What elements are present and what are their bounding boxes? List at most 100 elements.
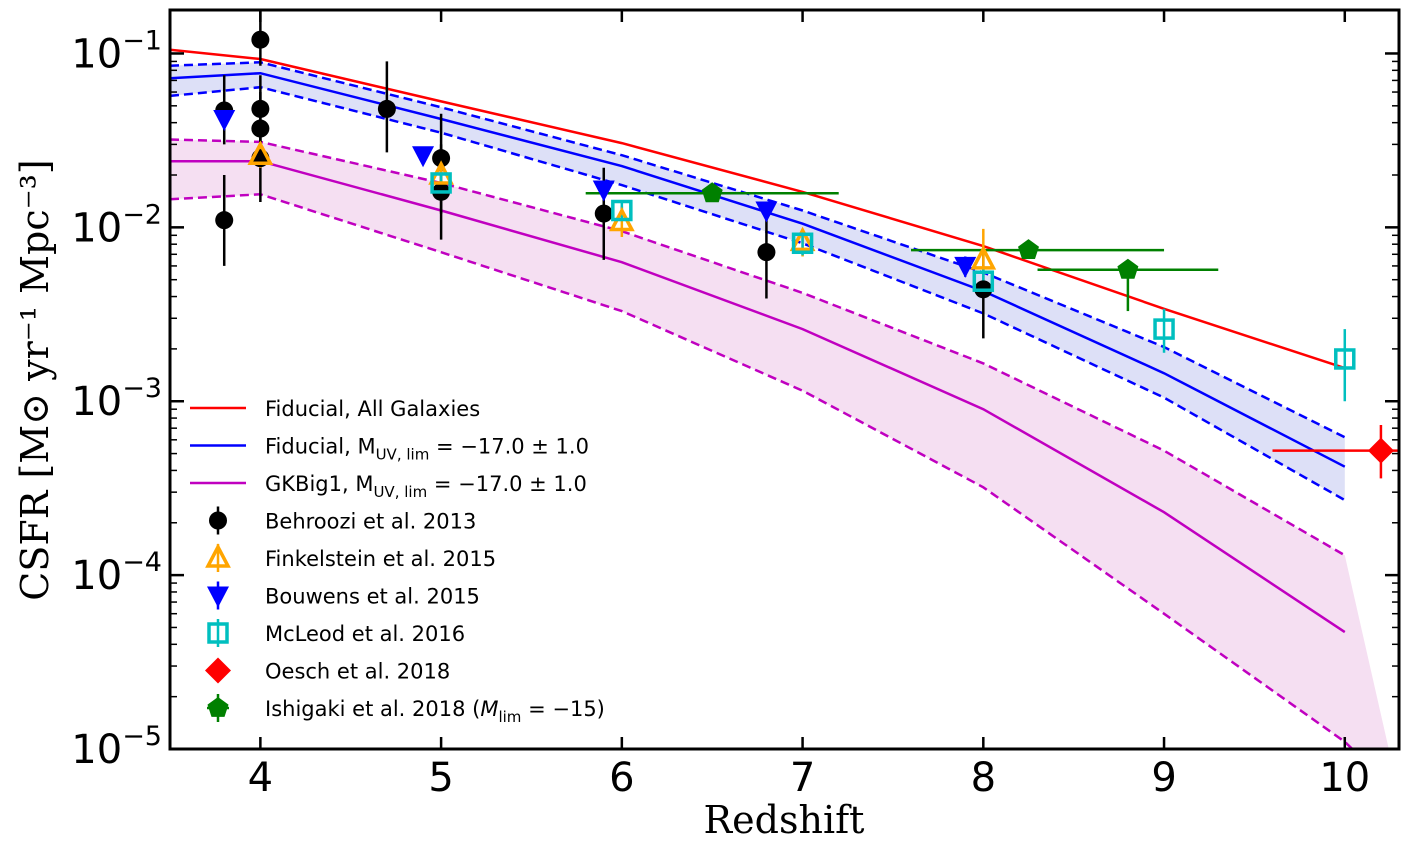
marker-shape	[791, 232, 814, 255]
y-tick-label: 10−1	[71, 25, 162, 77]
mcleod-point	[1334, 348, 1356, 370]
marker-shape	[972, 270, 995, 292]
legend-item-bouwens: Bouwens et al. 2015	[207, 581, 480, 610]
marker-shape	[213, 109, 236, 131]
marker-shape	[251, 99, 270, 118]
legend-marker	[207, 586, 229, 608]
legend-label: Finkelstein et al. 2015	[265, 547, 496, 571]
marker-shape	[594, 204, 613, 223]
legend-item-fiducial_band: Fiducial, MUV, lim = −17.0 ± 1.0	[190, 435, 589, 464]
oesch-point	[1367, 437, 1394, 464]
x-tick-label: 8	[971, 755, 996, 801]
observation-markers	[213, 30, 1394, 464]
marker-shape	[432, 149, 451, 168]
behroozi-point	[251, 99, 270, 118]
behroozi-point	[251, 30, 270, 49]
marker-shape	[207, 697, 229, 717]
marker-shape	[251, 119, 270, 138]
marker-shape	[412, 146, 435, 168]
legend-label: Ishigaki et al. 2018 (Mlim = −15)	[265, 697, 605, 726]
x-tick-label: 4	[248, 755, 273, 801]
behroozi-point	[377, 99, 396, 118]
marker-shape	[755, 201, 778, 223]
legend-marker	[209, 511, 227, 530]
marker-shape	[247, 140, 274, 165]
marker-shape	[205, 543, 231, 568]
x-axis-title: Redshift	[704, 798, 865, 842]
bouwens-point	[592, 180, 615, 202]
behroozi-point	[594, 204, 613, 223]
finkelstein-point	[247, 140, 274, 165]
fiducial-all-line	[170, 48, 1346, 370]
legend-label: Oesch et al. 2018	[265, 660, 450, 684]
ishigaki-point	[701, 182, 723, 203]
marker-shape	[789, 226, 816, 252]
marker-shape	[430, 172, 452, 194]
plot-frame	[168, 8, 1401, 751]
bouwens-point	[412, 146, 435, 168]
marker-shape	[215, 211, 234, 230]
marker-shape	[611, 199, 633, 222]
marker-shape	[1018, 239, 1039, 259]
marker-shape	[757, 243, 776, 262]
legend-item-fiducial_all: Fiducial, All Galaxies	[190, 397, 480, 421]
marker-shape	[205, 657, 231, 684]
legend-item-behroozi: Behroozi et al. 2013	[209, 506, 476, 535]
marker-shape	[251, 30, 270, 49]
marker-shape	[1153, 318, 1175, 340]
marker-shape	[207, 586, 229, 608]
mcleod-point	[430, 172, 452, 194]
behroozi-point	[251, 119, 270, 138]
mcleod-point	[1153, 318, 1175, 340]
fiducial-lower-line	[170, 85, 1346, 502]
marker-shape	[1334, 348, 1356, 370]
legend-label: Fiducial, MUV, lim = −17.0 ± 1.0	[265, 435, 589, 464]
mcleod-point	[611, 199, 633, 222]
ishigaki-point	[1117, 258, 1139, 279]
marker-shape	[1117, 258, 1139, 279]
bouwens-point	[755, 201, 778, 223]
y-tick-label: 10−3	[71, 373, 162, 425]
mcleod-point	[972, 270, 995, 292]
legend-item-finkelstein: Finkelstein et al. 2015	[205, 543, 496, 572]
legend-item-oesch: Oesch et al. 2018	[205, 657, 450, 684]
y-tick-label: 10−2	[71, 199, 162, 251]
marker-shape	[592, 180, 615, 202]
model-bands	[170, 62, 1389, 749]
x-tick-label: 6	[609, 755, 634, 801]
legend-marker	[205, 657, 231, 684]
behroozi-point	[757, 243, 776, 262]
marker-shape	[209, 511, 227, 530]
marker-shape	[377, 99, 396, 118]
bouwens-point	[954, 256, 977, 278]
marker-shape	[701, 182, 723, 203]
axis-ticks	[170, 10, 1399, 751]
tick-labels: 4 5 6 7 8 9 10 10−1 10−2 10−3 10−4 10−5	[71, 25, 1370, 801]
behroozi-point	[215, 211, 234, 230]
legend-marker	[207, 622, 229, 644]
legend-item-ishigaki: Ishigaki et al. 2018 (Mlim = −15)	[207, 694, 605, 726]
legend-item-mcleod: McLeod et al. 2016	[207, 619, 465, 647]
bouwens-point	[213, 109, 236, 131]
ishigaki-point	[1018, 239, 1039, 259]
x-tick-label: 5	[428, 755, 453, 801]
finkelstein-point	[789, 226, 816, 252]
marker-shape	[970, 245, 997, 270]
legend-label: Behroozi et al. 2013	[265, 510, 476, 534]
legend: Fiducial, All Galaxies Fiducial, MUV, lim…	[190, 397, 605, 726]
legend-marker	[205, 543, 231, 568]
gkbig1-upper-line	[170, 138, 1346, 557]
x-tick-label: 9	[1151, 755, 1176, 801]
legend-label: Fiducial, All Galaxies	[265, 397, 480, 421]
y-tick-label: 10−5	[71, 721, 162, 773]
x-tick-label: 7	[790, 755, 815, 801]
mcleod-point	[791, 232, 814, 255]
marker-shape	[954, 256, 977, 278]
legend-label: Bouwens et al. 2015	[265, 585, 480, 609]
marker-shape	[1367, 437, 1394, 464]
legend-label: McLeod et al. 2016	[265, 622, 465, 646]
behroozi-point	[432, 149, 451, 168]
marker-shape	[207, 622, 229, 644]
gkbig1-median-line	[170, 159, 1346, 634]
